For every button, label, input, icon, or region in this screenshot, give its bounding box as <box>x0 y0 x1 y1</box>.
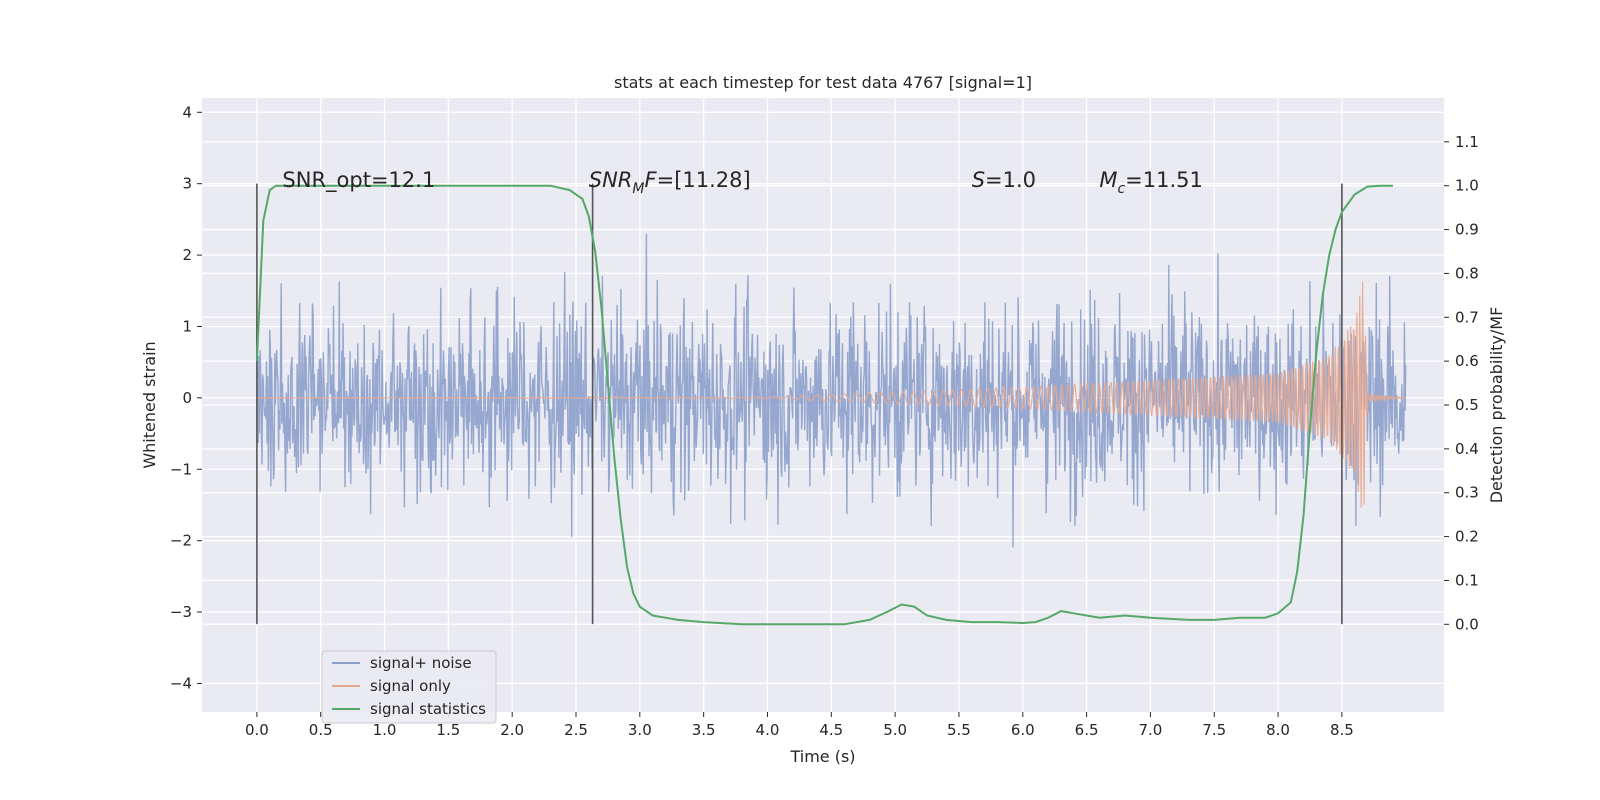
y-right-tick-label-2: 0.2 <box>1455 528 1479 546</box>
annotations: SNR_opt=12.1 SNRMF=[11.28] S=1.0 Mc=11.51 <box>282 168 1202 197</box>
signal-noise-series <box>256 233 1407 548</box>
signal-noise-line <box>256 233 1407 548</box>
vertical-markers <box>256 183 1343 625</box>
y-right-tick-label-7: 0.7 <box>1455 308 1479 326</box>
y-axis-left-label: Whitened strain <box>140 341 159 468</box>
y-axis-left-ticks: −4 −3 −2 −1 0 1 2 3 4 <box>170 103 202 692</box>
y-right-tick-label-11: 1.1 <box>1455 133 1479 151</box>
y-right-tick-label-6: 0.6 <box>1455 352 1479 370</box>
y-right-tick-label-8: 0.8 <box>1455 264 1479 282</box>
y-right-tick-label-3: 0.3 <box>1455 484 1479 502</box>
y-left-tick-label-7: 3 <box>182 175 192 193</box>
y-left-tick-label-4: 0 <box>182 389 192 407</box>
y-right-tick-label-9: 0.9 <box>1455 221 1479 239</box>
x-tick-label-6: 3.0 <box>628 721 652 739</box>
signal-statistics-line <box>255 184 1393 626</box>
x-tick-label-13: 6.5 <box>1075 721 1099 739</box>
legend-label-signal-statistics: signal statistics <box>370 700 486 718</box>
signal-statistics-series <box>255 184 1393 626</box>
legend: signal+ noise signal only signal statist… <box>321 650 497 724</box>
x-tick-label-8: 4.0 <box>756 721 780 739</box>
y-right-tick-label-4: 0.4 <box>1455 440 1479 458</box>
x-tick-label-5: 2.5 <box>564 721 588 739</box>
x-tick-label-9: 4.5 <box>819 721 843 739</box>
y-right-tick-label-0: 0.0 <box>1455 615 1479 633</box>
annotation-2: S=1.0 <box>972 168 1036 192</box>
y-left-tick-label-6: 2 <box>182 246 192 264</box>
y-right-tick-label-10: 1.0 <box>1455 177 1479 195</box>
y-left-tick-label-8: 4 <box>182 103 192 121</box>
x-tick-label-7: 3.5 <box>692 721 716 739</box>
x-tick-label-17: 8.5 <box>1330 721 1354 739</box>
legend-label-signal-only: signal only <box>370 677 451 695</box>
annotation-3: Mc=11.51 <box>1099 168 1203 197</box>
annotation-1: SNRMF=[11.28] <box>589 168 751 197</box>
y-left-tick-label-5: 1 <box>182 317 192 335</box>
y-axis-right-ticks: 0.0 0.1 0.2 0.3 0.4 0.5 0.6 0.7 0.8 0.9 1.0 1.1 <box>1444 133 1479 633</box>
legend-box <box>321 650 497 724</box>
x-tick-label-15: 7.5 <box>1202 721 1226 739</box>
signal-only-series <box>256 281 1406 508</box>
x-tick-label-4: 2.0 <box>500 721 524 739</box>
x-tick-label-10: 5.0 <box>883 721 907 739</box>
signal-only-line <box>256 281 1406 508</box>
x-axis-label: Time (s) <box>789 747 855 766</box>
y-left-tick-label-1: −3 <box>170 603 192 621</box>
y-right-tick-label-5: 0.5 <box>1455 396 1479 414</box>
y-left-tick-label-3: −1 <box>170 460 192 478</box>
x-tick-label-1: 0.5 <box>309 721 333 739</box>
chart-title: stats at each timestep for test data 476… <box>614 73 1032 92</box>
y-left-tick-label-0: −4 <box>170 674 192 692</box>
x-tick-label-2: 1.0 <box>373 721 397 739</box>
x-tick-label-11: 5.5 <box>947 721 971 739</box>
annotation-0: SNR_opt=12.1 <box>282 168 435 193</box>
x-tick-label-14: 7.0 <box>1138 721 1162 739</box>
y-axis-right-label: Detection probability/MF <box>1487 307 1506 504</box>
y-right-tick-label-1: 0.1 <box>1455 571 1479 589</box>
x-tick-label-16: 8.0 <box>1266 721 1290 739</box>
legend-label-signal-noise: signal+ noise <box>370 654 472 672</box>
x-axis-ticks: 0.0 0.5 1.0 1.5 2.0 2.5 3.0 3.5 4.0 4.5 5.0 5.5 6.0 6… <box>245 712 1354 739</box>
x-tick-label-12: 6.0 <box>1011 721 1035 739</box>
x-tick-label-0: 0.0 <box>245 721 269 739</box>
y-left-tick-label-2: −2 <box>170 532 192 550</box>
x-tick-label-3: 1.5 <box>436 721 460 739</box>
